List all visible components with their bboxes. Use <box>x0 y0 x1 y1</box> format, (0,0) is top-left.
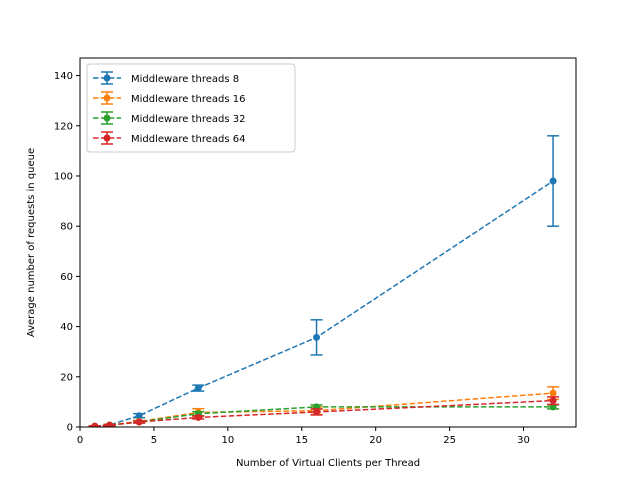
y-tick-label: 40 <box>60 322 73 333</box>
legend-label: Middleware threads 32 <box>131 114 245 125</box>
series-2 <box>88 386 560 427</box>
x-tick-label: 20 <box>369 435 382 446</box>
plot-frame <box>79 57 577 428</box>
series-3 <box>88 403 560 427</box>
data-point <box>135 412 143 420</box>
y-tick-label: 0 <box>67 423 73 434</box>
legend: Middleware threads 8 Middleware threads 1… <box>86 63 296 153</box>
legend-box <box>86 63 296 153</box>
legend-entry: Middleware threads 64 <box>93 131 245 145</box>
plot-area <box>88 135 560 427</box>
data-point <box>549 177 557 185</box>
y-tick-label: 80 <box>60 222 73 233</box>
series-4 <box>88 396 560 427</box>
axes: 0 5 10 15 20 25 30 0 20 40 60 80 100 120 140 <box>54 57 577 446</box>
data-point <box>194 384 202 392</box>
legend-label: Middleware threads 16 <box>131 94 245 105</box>
series-1 <box>88 135 560 427</box>
y-tick-label: 100 <box>54 171 73 182</box>
x-tick-label: 30 <box>517 435 530 446</box>
series-line <box>94 180 554 427</box>
data-point <box>135 418 143 426</box>
x-tick-label: 0 <box>77 435 83 446</box>
series-line <box>94 392 554 427</box>
legend-entry: Middleware threads 16 <box>93 91 245 105</box>
data-point <box>194 413 202 421</box>
data-point <box>313 333 321 341</box>
legend-marker <box>103 94 111 102</box>
data-point <box>549 389 557 397</box>
legend-marker <box>103 74 111 82</box>
legend-label: Middleware threads 64 <box>131 134 245 145</box>
data-point <box>549 397 557 405</box>
data-point <box>106 421 114 427</box>
x-tick-label: 15 <box>295 435 308 446</box>
x-tick-label: 10 <box>221 435 234 446</box>
y-axis-label: Average number of requests in queue <box>26 148 37 337</box>
y-tick-label: 20 <box>60 372 73 383</box>
x-axis-label: Number of Virtual Clients per Thread <box>236 458 420 469</box>
legend-label: Middleware threads 8 <box>131 74 239 85</box>
y-tick-label: 60 <box>60 272 73 283</box>
y-tick-label: 120 <box>54 121 73 132</box>
legend-entry: Middleware threads 32 <box>93 111 245 125</box>
legend-marker <box>103 114 111 122</box>
legend-entry: Middleware threads 8 <box>93 71 239 85</box>
x-tick-label: 25 <box>443 435 456 446</box>
data-point <box>313 408 321 416</box>
data-point <box>549 403 557 411</box>
x-tick-label: 5 <box>151 435 157 446</box>
data-point <box>91 422 99 427</box>
legend-marker <box>103 134 111 142</box>
y-tick-label: 140 <box>54 71 73 82</box>
